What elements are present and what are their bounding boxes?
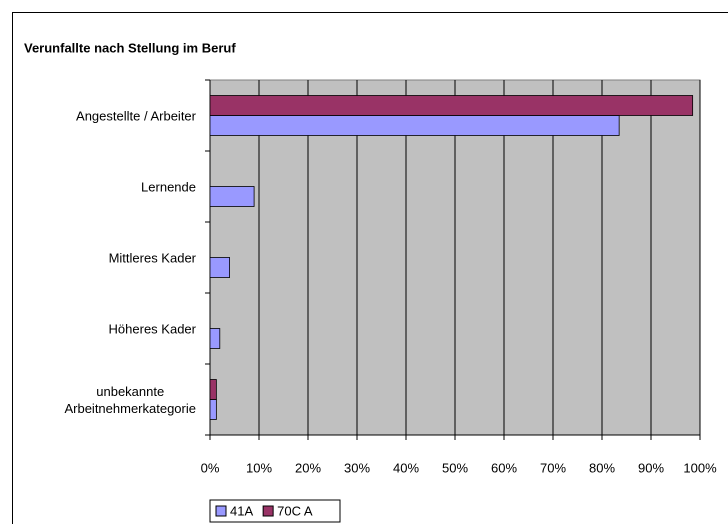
- x-tick-label: 0%: [201, 460, 220, 475]
- y-tick-label: Höheres Kader: [108, 321, 196, 336]
- bar: [209, 186, 255, 207]
- y-tick-label: Lernende: [141, 179, 196, 194]
- x-tick-label: 70%: [540, 460, 566, 475]
- x-tick-label: 90%: [638, 460, 664, 475]
- x-tick-label: 50%: [442, 460, 468, 475]
- x-tick-label: 20%: [295, 460, 321, 475]
- chart-title: Verunfallte nach Stellung im Beruf: [24, 40, 236, 55]
- legend-label: 41A: [230, 503, 253, 518]
- y-tick-label: Mittleres Kader: [108, 250, 196, 265]
- legend-swatch: [262, 505, 274, 517]
- bar: [209, 95, 694, 116]
- x-tick-label: 30%: [344, 460, 370, 475]
- x-tick-label: 80%: [589, 460, 615, 475]
- y-tick-label: Angestellte / Arbeiter: [76, 108, 196, 123]
- legend-box: [209, 499, 341, 523]
- legend-swatch: [215, 505, 227, 517]
- legend-label: 70C A: [277, 503, 313, 518]
- x-tick-label: 10%: [246, 460, 272, 475]
- bar: [209, 399, 217, 420]
- bar: [209, 328, 221, 349]
- bar: [209, 115, 620, 136]
- bar: [209, 257, 231, 278]
- y-tick-label: unbekannte Arbeitnehmerkategorie: [64, 383, 196, 416]
- x-tick-label: 100%: [683, 460, 717, 475]
- x-tick-label: 40%: [393, 460, 419, 475]
- x-tick-label: 60%: [491, 460, 517, 475]
- bar: [209, 379, 217, 400]
